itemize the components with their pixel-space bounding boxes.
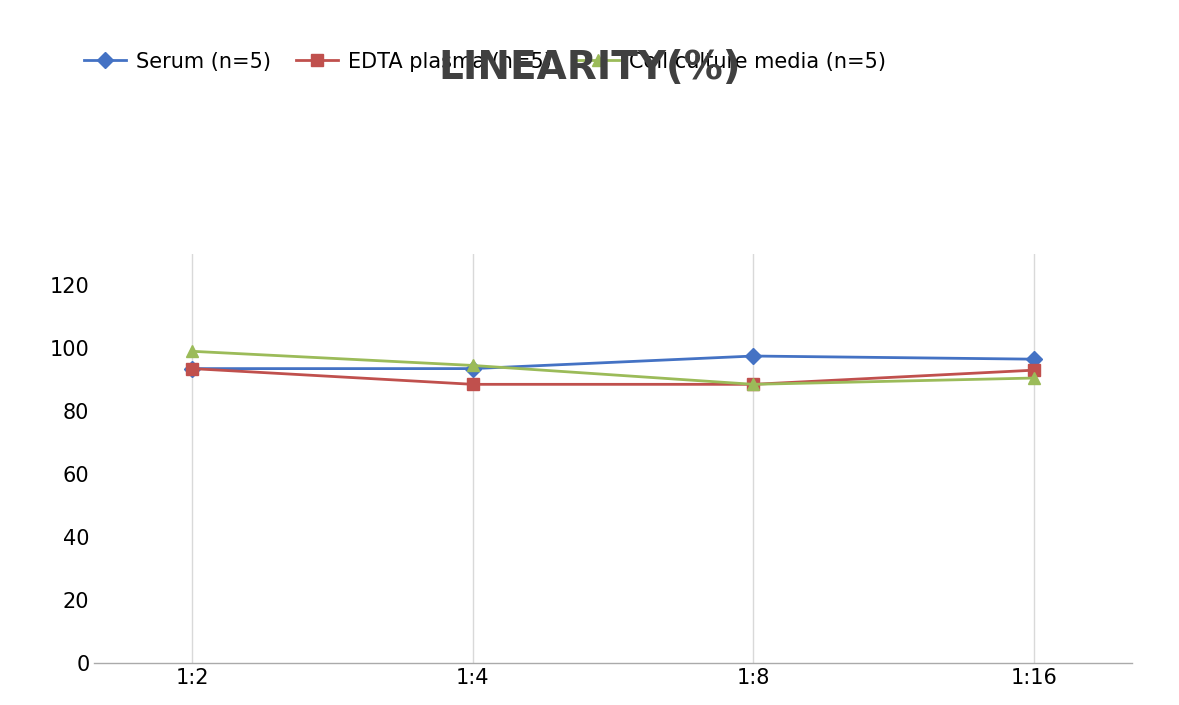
- EDTA plasma (n=5): [466, 380, 480, 388]
- EDTA plasma (n=5): [185, 364, 199, 373]
- Cell culture media (n=5): [466, 361, 480, 369]
- Serum (n=5): [185, 364, 199, 373]
- Text: LINEARITY(%): LINEARITY(%): [439, 49, 740, 87]
- Line: Serum (n=5): Serum (n=5): [187, 350, 1039, 374]
- Serum (n=5): [466, 364, 480, 373]
- EDTA plasma (n=5): [1027, 366, 1041, 374]
- Cell culture media (n=5): [1027, 374, 1041, 382]
- EDTA plasma (n=5): [746, 380, 760, 388]
- Line: Cell culture media (n=5): Cell culture media (n=5): [186, 345, 1040, 391]
- Cell culture media (n=5): [185, 347, 199, 355]
- Serum (n=5): [746, 352, 760, 360]
- Line: EDTA plasma (n=5): EDTA plasma (n=5): [187, 363, 1039, 390]
- Serum (n=5): [1027, 355, 1041, 363]
- Legend: Serum (n=5), EDTA plasma (n=5), Cell culture media (n=5): Serum (n=5), EDTA plasma (n=5), Cell cul…: [84, 51, 887, 72]
- Cell culture media (n=5): [746, 380, 760, 388]
